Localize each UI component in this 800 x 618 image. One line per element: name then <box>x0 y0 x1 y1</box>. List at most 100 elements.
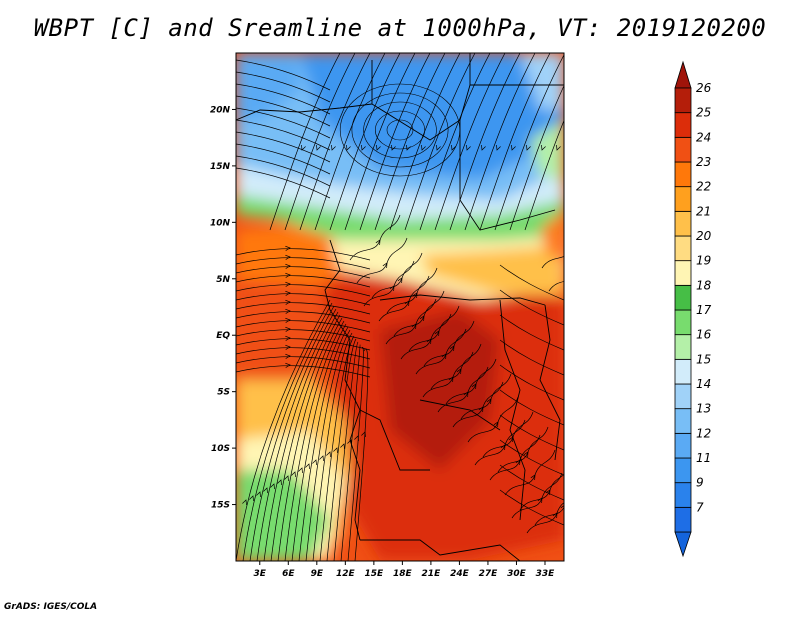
streamline-arrow <box>298 467 303 474</box>
border-lake <box>539 304 561 461</box>
colorbar-label: 12 <box>696 426 711 440</box>
colorbar-label: 22 <box>696 180 711 194</box>
streamline <box>242 302 333 561</box>
streamline-arrow <box>376 144 381 151</box>
streamline-arrow <box>305 463 310 470</box>
streamline-arrow <box>511 144 516 151</box>
streamline <box>269 53 341 231</box>
streamline-arrow <box>537 497 543 504</box>
streamline <box>270 314 341 561</box>
streamline <box>236 167 331 199</box>
streamline-arrow <box>361 144 366 151</box>
colorbar-swatch <box>674 506 692 533</box>
streamline-arrow <box>451 144 456 151</box>
footer-credit: GrADS: IGES/COLA <box>4 602 98 612</box>
colorbar-label: 23 <box>696 155 711 169</box>
streamline <box>236 299 331 561</box>
streamline-arrow <box>361 431 366 438</box>
colorbar-label: 7 <box>696 500 704 514</box>
border-sudan <box>459 120 556 231</box>
streamline-arrow <box>397 277 403 284</box>
streamline <box>548 281 564 292</box>
streamline-arrow <box>319 455 324 462</box>
streamline-arrow <box>436 144 441 151</box>
streamline <box>434 53 506 231</box>
colorbar-swatch <box>674 112 692 138</box>
streamline <box>236 302 371 315</box>
field-east-red <box>540 210 564 260</box>
streamline-vortex <box>363 101 437 159</box>
border-car <box>379 294 546 306</box>
streamline <box>499 339 564 376</box>
lon-label: 21E <box>422 569 442 579</box>
border-chad-libya <box>371 53 471 141</box>
streamline <box>305 329 351 561</box>
streamline-arrow <box>285 281 291 287</box>
streamline <box>284 320 345 561</box>
streamline <box>499 314 564 351</box>
streamline-arrow <box>263 487 268 494</box>
streamline-arrow <box>481 144 486 151</box>
streamline-arrow <box>556 144 561 151</box>
colorbar-swatch <box>674 260 692 286</box>
streamline-arrow <box>478 406 484 413</box>
colorbar-swatch <box>674 457 692 484</box>
streamline <box>404 53 476 231</box>
streamline-arrow <box>463 391 469 398</box>
streamline-arrow <box>285 254 291 260</box>
streamline <box>326 338 357 561</box>
lon-label: 18E <box>393 569 413 579</box>
colorbar-swatch <box>674 210 692 237</box>
streamline <box>374 53 446 231</box>
streamline <box>314 53 386 231</box>
streamline <box>236 119 331 151</box>
streamline <box>298 326 349 561</box>
streamline-arrow <box>419 315 425 322</box>
streamline-arrow <box>575 271 579 276</box>
lat-label: 5N <box>216 275 230 285</box>
field-ne-pale <box>520 53 564 110</box>
streamline-arrow <box>326 451 331 458</box>
streamline-arrow <box>449 345 455 352</box>
streamline <box>236 257 371 270</box>
map-frame <box>235 52 565 562</box>
streamline-arrow <box>270 483 275 490</box>
streamline-arrow <box>552 512 558 519</box>
streamline <box>236 329 371 342</box>
lon-label: 3E <box>254 569 267 579</box>
latitude-labels: 20N 15N 10N 5N EQ 5S 10S 15S <box>210 105 236 511</box>
streamline <box>236 347 371 360</box>
streamline <box>312 332 353 561</box>
streamline-arrow <box>530 474 536 481</box>
streamline-arrow <box>382 262 388 269</box>
streamline-arrow <box>285 299 291 305</box>
streamline <box>534 506 564 526</box>
streamline-arrow <box>285 335 291 341</box>
streamline-arrow <box>285 326 291 332</box>
streamline-arrow <box>411 323 417 330</box>
streamline <box>344 53 416 231</box>
streamline-arrow <box>545 489 551 496</box>
colorbar-swatch <box>674 87 692 114</box>
colorbar-swatch <box>674 235 692 262</box>
field-nw-cool <box>236 53 300 120</box>
streamline-arrow <box>500 444 506 451</box>
streamline-vortex <box>386 119 414 141</box>
streamline <box>236 356 371 369</box>
streamline-arrow <box>515 459 521 466</box>
streamline <box>449 53 521 231</box>
colorbar-label: 25 <box>696 106 711 120</box>
streamline <box>494 54 564 231</box>
streamline-arrow <box>448 376 454 383</box>
streamline-arrow <box>404 300 410 307</box>
streamline-arrow <box>333 447 338 454</box>
field-ne-green <box>530 120 564 180</box>
streamline-arrow <box>354 435 359 442</box>
streamline <box>236 266 371 279</box>
streamline-arrow <box>285 272 291 278</box>
streamline <box>464 53 536 231</box>
streamline <box>236 275 371 288</box>
streamline-arrow <box>560 505 564 509</box>
streamline-arrow <box>568 248 572 253</box>
border-south <box>360 539 521 561</box>
